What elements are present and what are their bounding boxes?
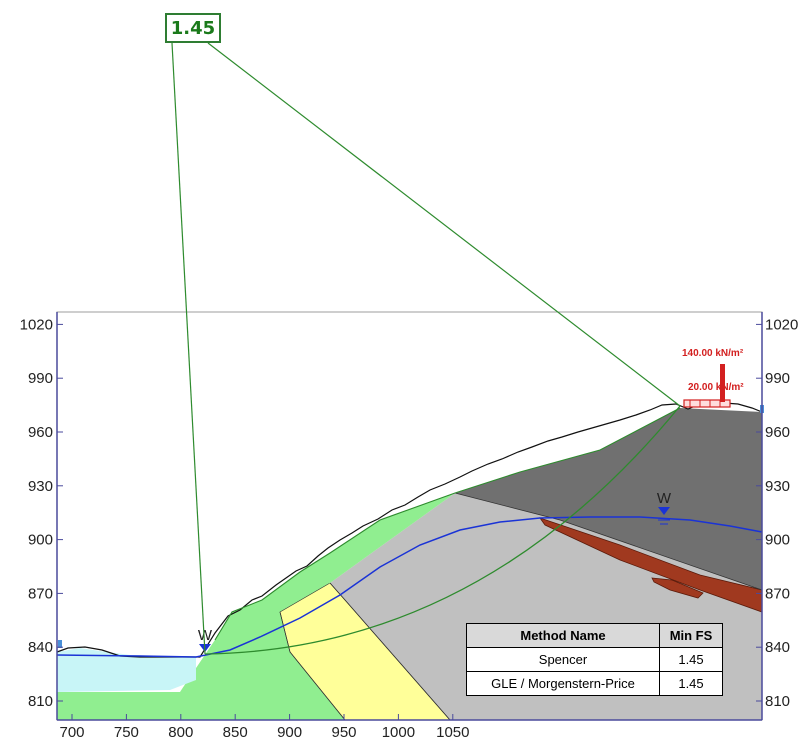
y-axis-left: 810 840 870 900 930 960 990 1020 bbox=[20, 312, 63, 720]
y-tick-label-right: 870 bbox=[765, 585, 790, 602]
green-layer bbox=[57, 583, 345, 720]
fs-header: Min FS bbox=[659, 623, 723, 648]
water-fill bbox=[57, 648, 196, 692]
x-axis: 700 750 800 850 900 950 1000 1050 bbox=[57, 714, 762, 741]
dark-grey-layer bbox=[455, 408, 762, 590]
critical-fs-label: 1.45 bbox=[165, 13, 221, 43]
y-tick-label-right: 990 bbox=[765, 370, 790, 387]
distributed-load-lower bbox=[683, 399, 731, 408]
radius-line-right bbox=[207, 42, 681, 407]
left-boundary-marker bbox=[58, 640, 62, 648]
method-cell: GLE / Morgenstern-Price bbox=[466, 671, 660, 696]
fs-cell: 1.45 bbox=[659, 671, 723, 696]
y-tick-label-right: 960 bbox=[765, 424, 790, 441]
results-table: Method Name Min FS Spencer 1.45 GLE / Mo… bbox=[466, 623, 723, 696]
y-tick-label-right: 1020 bbox=[765, 316, 798, 333]
x-tick-label: 850 bbox=[223, 724, 248, 741]
table-row: GLE / Morgenstern-Price 1.45 bbox=[466, 671, 723, 696]
ground-surface-inner bbox=[214, 407, 681, 641]
x-tick-label: 750 bbox=[114, 724, 139, 741]
x-tick-label: 700 bbox=[59, 724, 84, 741]
brown-lens bbox=[651, 577, 704, 599]
y-tick-label-left: 930 bbox=[28, 478, 53, 495]
y-axis-right: 810 840 870 900 930 960 990 1020 bbox=[756, 312, 798, 720]
radius-line-left bbox=[171, 42, 206, 655]
y-tick-label-right: 900 bbox=[765, 532, 790, 549]
y-tick-label-left: 810 bbox=[28, 693, 53, 710]
method-header: Method Name bbox=[466, 623, 660, 648]
load-label-upper: 140.00 kN/m² bbox=[682, 348, 744, 359]
y-tick-label-left: 870 bbox=[28, 585, 53, 602]
y-tick-label-left: 900 bbox=[28, 532, 53, 549]
y-tick-label-left: 840 bbox=[28, 639, 53, 656]
y-tick-label-left: 990 bbox=[28, 370, 53, 387]
layer-boundary-upper bbox=[454, 492, 763, 591]
x-tick-label: 950 bbox=[331, 724, 356, 741]
water-symbol-right bbox=[658, 507, 670, 515]
y-tick-label-right: 810 bbox=[765, 693, 790, 710]
y-tick-label-left: 960 bbox=[28, 424, 53, 441]
x-tick-label: 900 bbox=[277, 724, 302, 741]
y-tick-label-right: 840 bbox=[765, 639, 790, 656]
critical-slip-surface bbox=[204, 405, 681, 655]
y-tick-label-left: 1020 bbox=[20, 316, 53, 333]
y-tick-label-right: 930 bbox=[765, 478, 790, 495]
layer-boundary-mid bbox=[329, 582, 451, 721]
x-tick-label: 800 bbox=[168, 724, 193, 741]
water-table-line bbox=[56, 516, 763, 658]
table-row: Spencer 1.45 bbox=[466, 647, 723, 672]
x-tick-label: 1000 bbox=[382, 724, 415, 741]
table-header-row: Method Name Min FS bbox=[466, 623, 723, 648]
distributed-load-upper bbox=[720, 364, 725, 402]
fs-cell: 1.45 bbox=[659, 647, 723, 672]
water-label-right: W bbox=[657, 490, 672, 507]
water-label-left: W bbox=[198, 627, 213, 644]
method-cell: Spencer bbox=[466, 647, 660, 672]
x-tick-label: 1050 bbox=[436, 724, 469, 741]
load-label-lower: 20.00 kN/m² bbox=[688, 382, 744, 393]
